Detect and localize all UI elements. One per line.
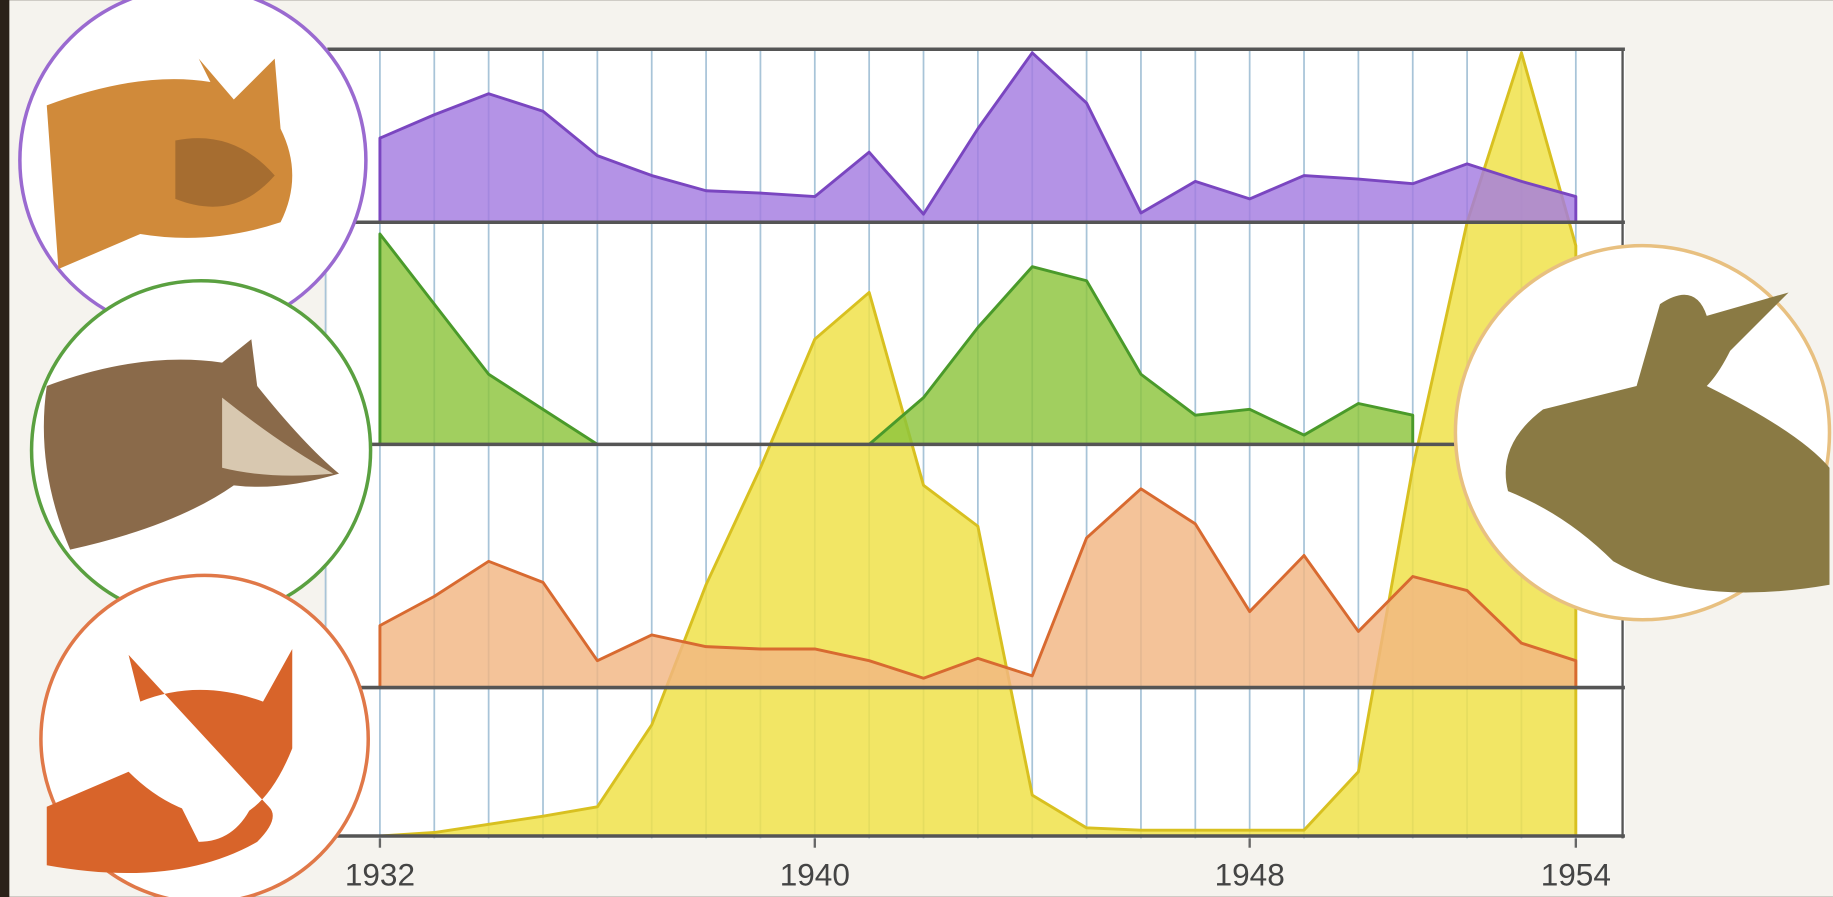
hare-medallion [1455, 246, 1829, 620]
chart: 1932 1940 1948 1954 [0, 0, 1833, 897]
page: 1932194019481954 (() => { const data = J… [0, 0, 1833, 897]
x-tick-label: 1940 [780, 856, 850, 892]
x-tick-label: 1948 [1215, 856, 1285, 892]
fox-medallion [41, 575, 368, 897]
x-tick-label: 1954 [1541, 856, 1611, 892]
x-tick-label: 1932 [345, 856, 415, 892]
wolf-medallion [32, 281, 371, 620]
